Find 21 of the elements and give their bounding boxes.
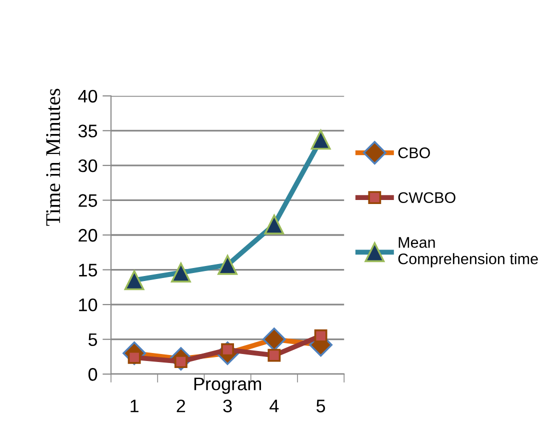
x-axis-title: Program [194,378,261,394]
y-tick-label: 5 [88,333,98,346]
y-tick-label: 30 [78,159,98,172]
y-tick-label: 40 [78,90,98,103]
x-tick-label: 3 [223,400,232,412]
y-tick-label: 20 [78,228,98,242]
point [268,348,281,362]
legend-label: CBO [398,147,430,158]
point [314,329,328,342]
y-tick-label: 35 [78,124,98,138]
y-tick-label: 25 [78,194,98,207]
y-tick-label: 15 [79,264,98,276]
y-tick-label: 0 [88,368,98,381]
x-tick-label: 4 [270,400,279,412]
y-axis-title: Time in Minutes [46,88,60,226]
legend-label: CWCBO [398,192,456,204]
x-tick-label: 1 [130,400,138,412]
legend-label: Mean Comprehension time [398,237,538,268]
x-tick-label: 5 [316,400,326,412]
y-tick-label: 10 [79,298,98,312]
x-tick-label: 2 [176,400,186,412]
